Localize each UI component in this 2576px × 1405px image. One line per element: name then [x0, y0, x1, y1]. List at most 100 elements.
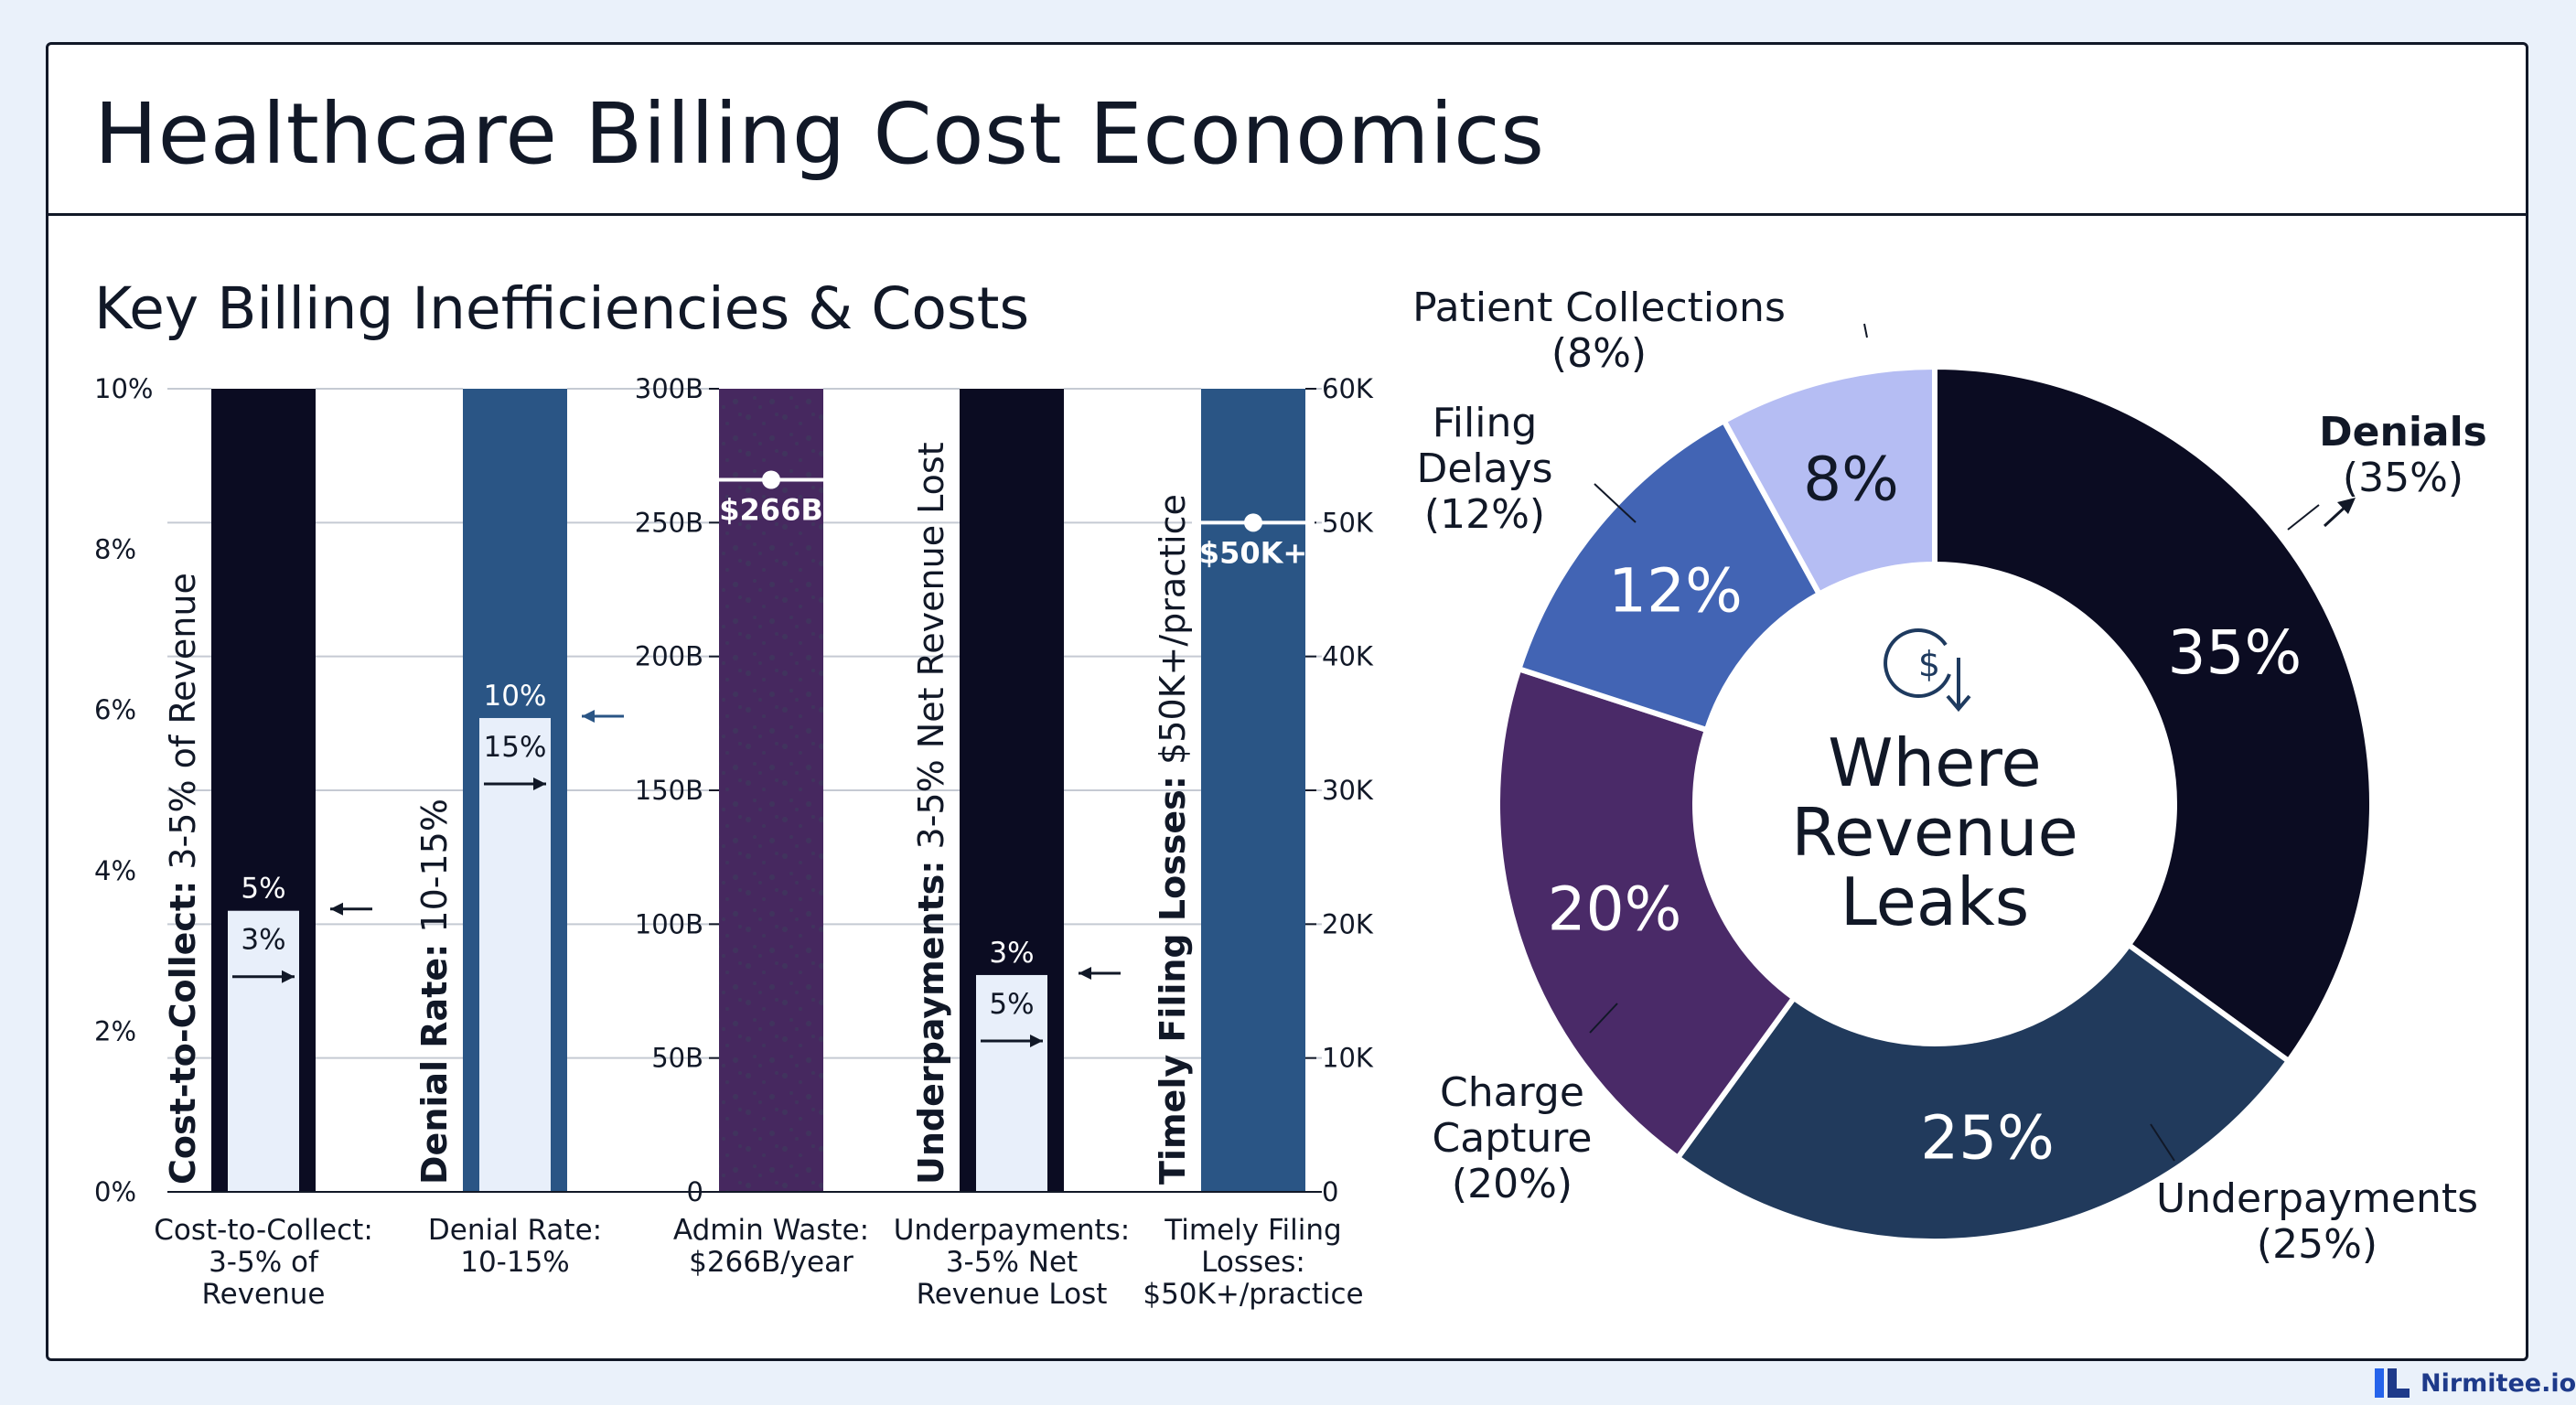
donut-slice: [1932, 363, 2375, 1066]
bar-label-bottom: 15%: [484, 731, 547, 764]
y-tick-label: 10%: [94, 373, 153, 404]
bar-label-bottom: 5%: [989, 988, 1034, 1021]
charts-canvas: Key Billing Inefficiencies & Costs 0% 2% 4…: [94, 275, 2487, 1311]
y-tick-label: 6%: [94, 694, 136, 725]
bar-axis-label-rest: 3-5% Net Revenue Lost: [911, 442, 951, 860]
donut-center: [1699, 568, 2171, 1040]
donut-slice-label: 20%: [1548, 874, 1682, 945]
bar-group: $266B Admin Waste:$266B/year: [673, 389, 869, 1279]
y2-tick-label: 250B: [635, 507, 703, 538]
donut-slice: [1673, 940, 2292, 1244]
y2-tick-label: 50B: [651, 1043, 703, 1074]
pointer-arrow: [330, 902, 372, 916]
bar-caption: 3-5% of: [209, 1246, 319, 1279]
bar-label-bottom: 3%: [241, 924, 285, 957]
bar-fill: [976, 974, 1047, 1192]
leader-line: [1594, 483, 1637, 523]
bar-label-top: 10%: [484, 680, 547, 713]
bar-axis-label-bold: Denial Rate:: [414, 944, 455, 1185]
bar-axis-label-bold: Cost-to-Collect:: [163, 881, 203, 1185]
donut-center-label: Revenue: [1791, 794, 2078, 871]
bar: [719, 389, 823, 1192]
marker-dot: [762, 470, 780, 489]
y3-tick-label: 40K: [1322, 641, 1374, 672]
leader-line: [2287, 504, 2320, 531]
svg-text:$: $: [1918, 644, 1940, 684]
bar-caption: $266B/year: [689, 1246, 853, 1279]
bar-caption: Revenue: [201, 1278, 325, 1311]
bar-group: 10%15%Denial Rate: 10-15%Denial Rate:10-…: [414, 389, 624, 1279]
donut-slice-label: 8%: [1803, 445, 1899, 515]
fill-arrow: [232, 970, 295, 983]
donut-outer-label: (12%): [1424, 491, 1545, 538]
bar-axis-label-rest: 10-15%: [414, 799, 455, 944]
bar-caption: Timely Filing: [1164, 1214, 1341, 1247]
bar-axis-label-rest: $50K+/practice: [1153, 494, 1193, 776]
y-tick-label: 0%: [94, 1176, 136, 1207]
brand-name: Nirmitee.io: [2420, 1368, 2576, 1398]
donut-outer-label: Capture: [1433, 1115, 1593, 1162]
bar-caption: Cost-to-Collect:: [154, 1214, 373, 1247]
donut-outer-label: Charge: [1440, 1069, 1584, 1116]
donut-center-label: Where: [1828, 724, 2041, 801]
page-title: Healthcare Billing Cost Economics: [94, 85, 1545, 183]
y3-tick-label: 30K: [1322, 775, 1374, 806]
bar-axis-label: Denial Rate: 10-15%: [414, 799, 455, 1185]
donut-center-label: Leaks: [1841, 863, 2029, 940]
donut-slice: [1515, 417, 1823, 734]
bar-caption: Underpayments:: [894, 1214, 1131, 1247]
bar-caption: Revenue Lost: [917, 1278, 1108, 1311]
bar-group: 5%3%Cost-to-Collect: 3-5% of RevenueCost…: [154, 389, 373, 1311]
bar-axis-label-rest: 3-5% of Revenue: [163, 573, 203, 881]
bar-value-label: $50K+: [1199, 535, 1307, 570]
marker-dot: [1244, 513, 1262, 532]
bar-fill: [479, 717, 551, 1192]
bar-axis-label: Underpayments: 3-5% Net Revenue Lost: [911, 442, 951, 1185]
bar-caption: Losses:: [1201, 1246, 1305, 1279]
bar-charts: 0%2%4%6%8%10%050B100B150B200B250B300B010…: [94, 373, 1374, 1311]
y3-tick-label: 60K: [1322, 373, 1374, 404]
donut-outer-label: Delays: [1416, 445, 1552, 492]
donut-outer-label: (25%): [2257, 1221, 2377, 1268]
leader-line: [1589, 1003, 1618, 1034]
bar-caption: 10-15%: [460, 1246, 570, 1279]
donut-slice-label: 25%: [1920, 1102, 2055, 1173]
donut-outer-label: (8%): [1551, 330, 1647, 377]
donut-outer-label: Patient Collections: [1412, 284, 1786, 331]
y-tick-label: 8%: [94, 534, 136, 565]
pointer-arrow: [582, 709, 624, 723]
fill-arrow: [484, 777, 546, 790]
y3-tick-label: 20K: [1322, 908, 1374, 939]
bar-axis-label: Timely Filing Losses: $50K+/practice: [1153, 494, 1193, 1185]
leader-line: [2150, 1123, 2175, 1162]
y2-tick-label: 150B: [635, 775, 703, 806]
donut-slice: [1495, 665, 1798, 1162]
dollar-coin-down-icon: $: [1884, 628, 1971, 713]
fill-arrow: [981, 1034, 1043, 1047]
donut-outer-label: Denials: [2319, 409, 2487, 456]
denials-arrow: [2323, 498, 2356, 528]
y2-tick-label: 300B: [635, 373, 703, 404]
donut-slice: [1720, 363, 1937, 598]
donut-slice-group: 25% Underpayments(25%): [1673, 940, 2478, 1268]
bar-caption: 3-5% Net: [946, 1246, 1078, 1279]
leader-line: [1863, 323, 1868, 338]
y2-tick-label: 200B: [635, 641, 703, 672]
nirmitee-logo-icon: [2375, 1368, 2410, 1398]
donut-slice-label: 35%: [2168, 617, 2302, 688]
y-tick-label: 2%: [94, 1015, 136, 1046]
bar-fill: [228, 910, 299, 1192]
donut-outer-label: Underpayments: [2156, 1175, 2478, 1222]
bar-axis-label-bold: Underpayments:: [911, 861, 951, 1185]
brand-logo: Nirmitee.io: [2373, 1365, 2576, 1401]
donut-chart: 35% Denials(35%) 25% Underpayments(25%) 20% C…: [1412, 284, 2487, 1268]
y3-tick-label: 0: [1322, 1176, 1338, 1207]
bar-group: 3% 5% Underpayments: 3-5% Net Revenue Lost…: [894, 389, 1131, 1311]
bar-group: $50K+Timely Filing Losses: $50K+/practic…: [1143, 389, 1364, 1311]
bar-value-label: $266B: [719, 493, 822, 528]
donut-outer-label: (35%): [2343, 455, 2463, 501]
donut-slice-group: 8% Patient Collections(8%): [1412, 284, 1937, 598]
y2-tick-label: 100B: [635, 908, 703, 939]
bar-label-top: 3%: [989, 937, 1034, 970]
